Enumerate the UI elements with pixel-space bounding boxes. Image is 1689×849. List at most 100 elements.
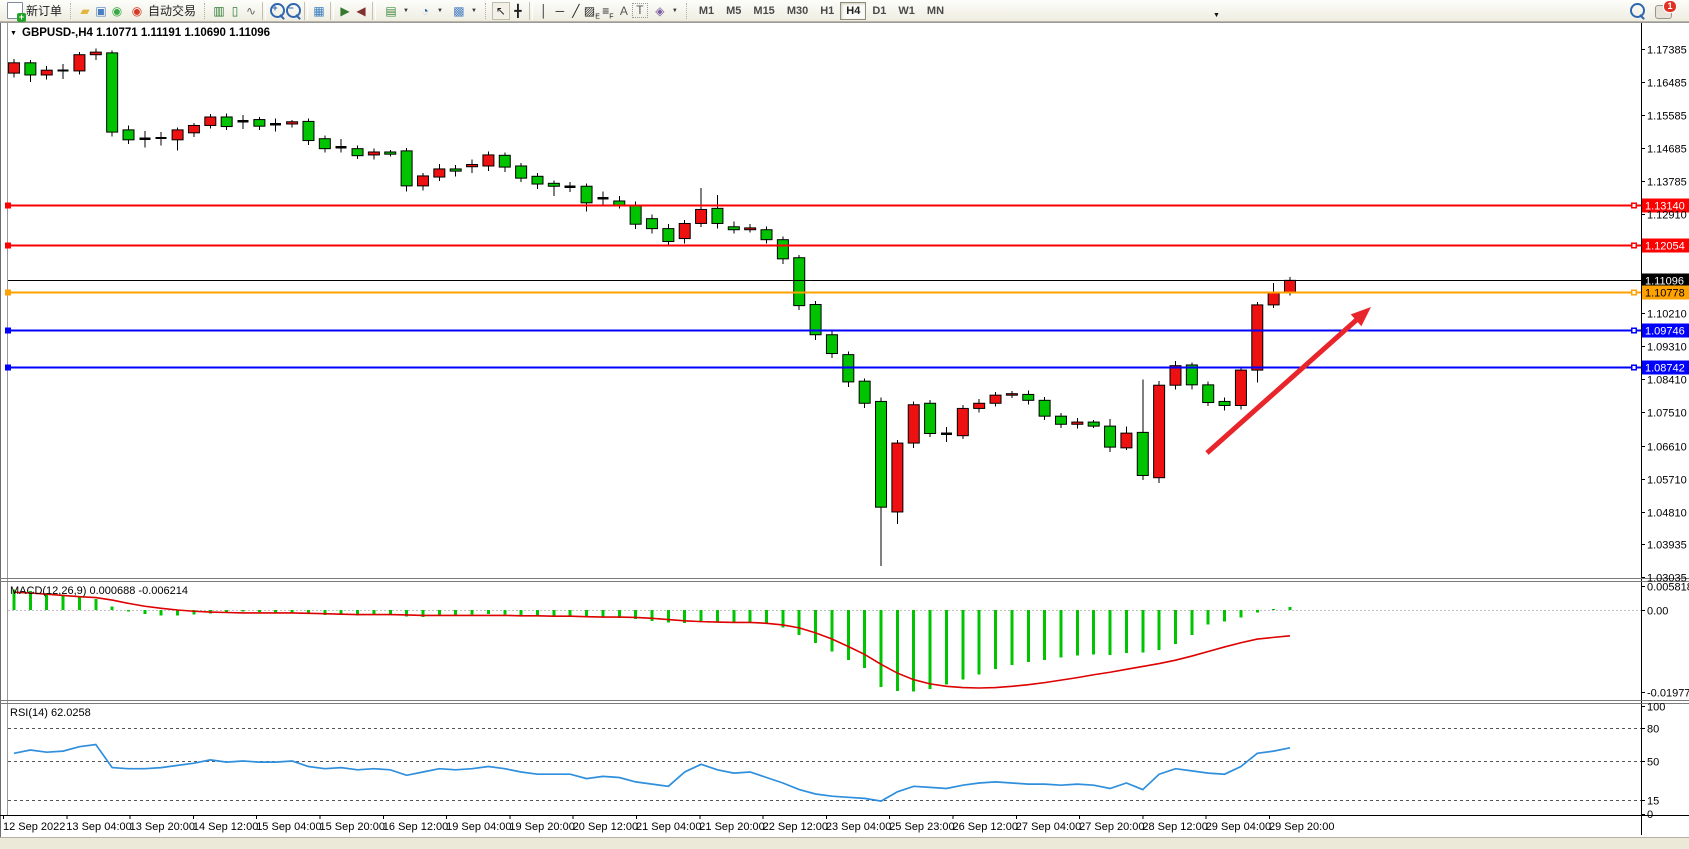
candle: [1251, 304, 1264, 371]
autotrade-button[interactable]: ◉ 自动交易: [125, 0, 200, 22]
candle: [24, 62, 37, 76]
new-order-button[interactable]: + 新订单: [3, 0, 66, 22]
shapes-tool-button[interactable]: ◈ ▼: [648, 0, 682, 22]
trendline-tool-button[interactable]: ╱: [572, 3, 580, 18]
candle: [1054, 415, 1067, 425]
timeframe-mn-button[interactable]: MN: [926, 4, 945, 17]
candle: [286, 121, 299, 125]
panel-splitters[interactable]: [0, 578, 1689, 704]
svg-text:1.17385: 1.17385: [1647, 45, 1687, 57]
marker-icon[interactable]: ▰: [80, 3, 90, 18]
candle: [776, 239, 789, 260]
svg-text:-0.01977: -0.01977: [1647, 688, 1689, 700]
timeframe-d1-button[interactable]: D1: [872, 4, 887, 17]
zoom-out-button[interactable]: −: [285, 2, 301, 20]
timeframe-h4-button[interactable]: H4: [840, 1, 867, 20]
indicators-icon: ▩: [453, 3, 465, 18]
svg-text:13 Sep 04:00: 13 Sep 04:00: [66, 821, 131, 833]
svg-text:1.07510: 1.07510: [1647, 408, 1687, 420]
candle: [498, 154, 511, 168]
tile-windows-button[interactable]: ▦: [313, 3, 325, 18]
new-order-label: 新订单: [26, 4, 63, 18]
vertical-line-tool-button[interactable]: │: [540, 3, 548, 18]
candle: [1284, 279, 1296, 293]
chevron-down-icon: ▼: [470, 7, 477, 14]
candle: [204, 116, 217, 126]
candle: [367, 151, 380, 156]
timeframe-h1-button[interactable]: H1: [820, 4, 835, 17]
new-chart-button[interactable]: ▤ ▼: [379, 0, 413, 22]
candle: [629, 205, 642, 225]
candle: [1022, 393, 1035, 401]
svg-text:12 Sep 2022: 12 Sep 2022: [3, 821, 65, 833]
trend-arrow[interactable]: [1205, 307, 1371, 455]
notifications-icon[interactable]: 1: [1655, 0, 1677, 19]
candlestick-chart-button[interactable]: ▯: [231, 3, 239, 18]
svg-text:0.005818: 0.005818: [1647, 582, 1689, 594]
cursor-tool-button[interactable]: ↖: [491, 1, 510, 20]
svg-text:1.09310: 1.09310: [1647, 342, 1687, 354]
chart-background: [0, 22, 1689, 849]
signal-icon[interactable]: ◉: [111, 3, 123, 18]
chart-shift-button[interactable]: ◀: [356, 3, 366, 18]
channel-tool-button[interactable]: ▨E: [583, 3, 600, 20]
search-icon[interactable]: [1629, 2, 1645, 20]
svg-text:MACD(12,26,9) 0.000688 -0.0062: MACD(12,26,9) 0.000688 -0.006214: [10, 585, 188, 597]
timeframe-m1-button[interactable]: M1: [698, 4, 715, 17]
candle: [89, 51, 102, 56]
svg-text:15 Sep 04:00: 15 Sep 04:00: [256, 821, 321, 833]
svg-text:1.10778: 1.10778: [1645, 288, 1685, 300]
candle: [695, 208, 708, 224]
chevron-down-icon: ▼: [671, 7, 678, 14]
arrow-head: [1350, 307, 1371, 327]
candle: [711, 207, 724, 224]
timeframe-m30-button[interactable]: M30: [786, 4, 809, 17]
svg-text:1.05710: 1.05710: [1647, 475, 1687, 487]
candle: [793, 257, 806, 307]
svg-text:27 Sep 04:00: 27 Sep 04:00: [1016, 821, 1081, 833]
chevron-down-icon: ▼: [436, 7, 443, 14]
candle: [989, 394, 1002, 404]
svg-text:1.13785: 1.13785: [1647, 177, 1687, 189]
horizontal-line-tool-button[interactable]: ─: [555, 3, 565, 18]
timeframe-bar: M1 M5 M15 M30 H1 H4 D1 W1 MN: [693, 1, 950, 20]
candle: [1234, 369, 1247, 406]
terminal-icon[interactable]: ▣: [95, 3, 107, 18]
new-chart-icon: ▤: [385, 3, 397, 18]
notification-badge: 1: [1663, 0, 1677, 13]
clock-button[interactable]: ◔ ▼: [413, 0, 447, 22]
candle: [1153, 384, 1166, 479]
timeframe-m15-button[interactable]: M15: [753, 4, 775, 17]
indicators-button[interactable]: ▩ ▼: [447, 0, 481, 22]
text-tool-button[interactable]: A: [619, 3, 628, 18]
candle: [924, 402, 937, 434]
bar-chart-button[interactable]: ▥: [213, 3, 225, 18]
zoom-in-button[interactable]: +: [269, 2, 285, 20]
candle: [973, 402, 986, 409]
svg-text:19 Sep 20:00: 19 Sep 20:00: [509, 821, 574, 833]
candle: [662, 228, 675, 243]
svg-text:1.12910: 1.12910: [1647, 210, 1687, 222]
candle: [122, 129, 135, 141]
auto-scroll-button[interactable]: ▶: [340, 3, 350, 18]
line-chart-button[interactable]: ∿: [246, 3, 257, 18]
toolbar-overflow-icon[interactable]: ▼: [1213, 12, 1220, 19]
toolbar: + 新订单 ▰ ▣ ◉ ◉ 自动交易 ▥ ▯ ∿ + − ▦ ▶ ◀ ▤ ▼ ◔…: [0, 0, 1689, 22]
text-label-tool-button[interactable]: T: [631, 3, 648, 18]
candle: [1185, 364, 1198, 386]
clock-icon: ◔: [421, 3, 429, 18]
svg-text:29 Sep 04:00: 29 Sep 04:00: [1206, 821, 1271, 833]
timeframe-w1-button[interactable]: W1: [898, 4, 915, 17]
price-axis: 1.17385 1.16485 1.15585 1.14685 1.13785 1.129…: [1641, 45, 1687, 585]
fibonacci-tool-button[interactable]: ≡F: [602, 3, 614, 20]
timeframe-m5-button[interactable]: M5: [726, 4, 742, 17]
svg-text:23 Sep 04:00: 23 Sep 04:00: [826, 821, 891, 833]
macd-signal-line: [13, 591, 1291, 689]
crosshair-tool-button[interactable]: ╋: [514, 3, 522, 18]
svg-text:1.11096: 1.11096: [1645, 276, 1684, 288]
candle: [302, 120, 315, 142]
candle: [1104, 425, 1117, 448]
